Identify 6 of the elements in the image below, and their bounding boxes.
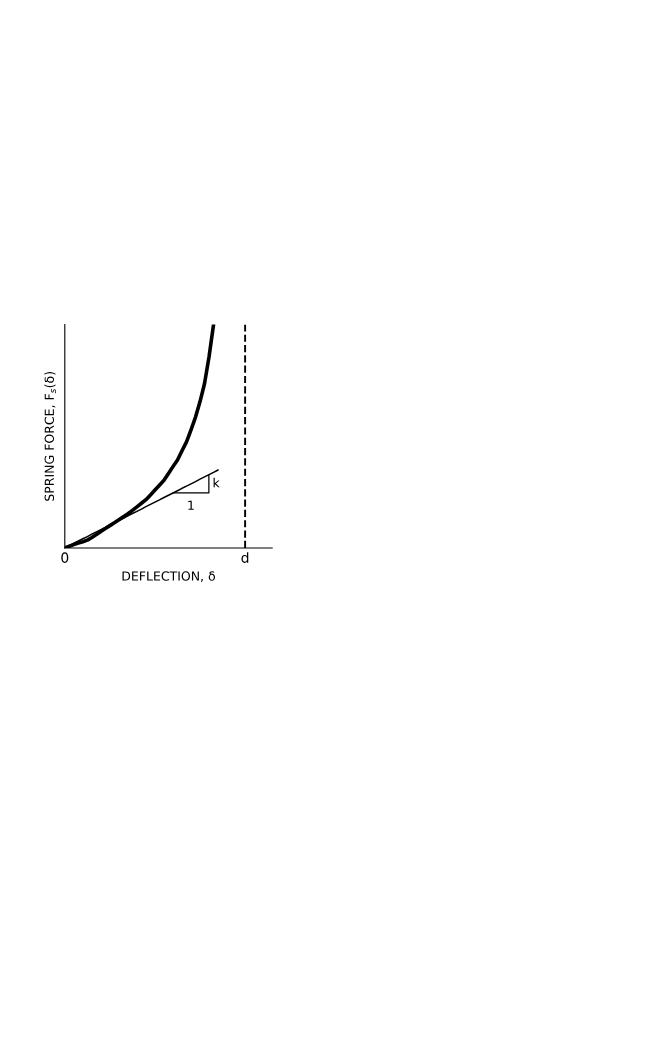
y-axis-title: SPRING FORCE, F$_{s}$(δ): [44, 372, 57, 501]
x-tick-label: 0: [61, 552, 69, 563]
x-tick-label: d: [241, 552, 249, 563]
annotation: 1: [188, 500, 194, 510]
annotation: k: [213, 477, 220, 488]
x-axis-title: DEFLECTION, δ: [122, 571, 215, 583]
